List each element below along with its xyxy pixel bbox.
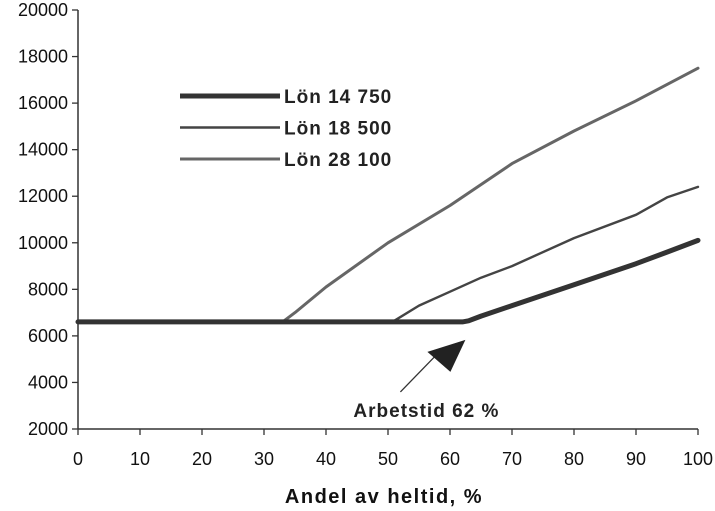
- x-tick-label: 50: [378, 449, 398, 469]
- x-tick-label: 30: [254, 449, 274, 469]
- y-ticks: 2000 4000 6000 8000 10000 12000 14000 16000 1800…: [18, 0, 78, 439]
- x-tick-label: 90: [626, 449, 646, 469]
- x-tick-label: 10: [130, 449, 150, 469]
- x-tick-label: 0: [73, 449, 83, 469]
- legend: Lön 14 750 Lön 18 500 Lön 28 100: [180, 87, 392, 171]
- x-tick-label: 80: [564, 449, 584, 469]
- series-group: [75, 66, 701, 325]
- x-tick-label: 100: [683, 449, 713, 469]
- series-line-2: [76, 185, 700, 324]
- axes: [77, 10, 698, 430]
- x-ticks: 0 10 20 30 40 50 60 70 80 90 100: [73, 429, 713, 469]
- y-tick-label: 14000: [18, 140, 68, 160]
- x-tick-label: 60: [440, 449, 460, 469]
- x-axis-title: Andel av heltid, %: [285, 486, 483, 508]
- legend-label: Lön 28 100: [284, 150, 392, 171]
- x-tick-label: 70: [502, 449, 522, 469]
- y-tick-label: 4000: [28, 372, 68, 392]
- y-tick-label: 12000: [18, 186, 68, 206]
- y-tick-label: 6000: [28, 326, 68, 346]
- x-tick-label: 40: [316, 449, 336, 469]
- legend-label: Lön 18 500: [284, 119, 392, 140]
- y-tick-label: 2000: [28, 419, 68, 439]
- y-tick-label: 16000: [18, 93, 68, 113]
- y-tick-label: 18000: [18, 47, 68, 67]
- x-tick-label: 20: [192, 449, 212, 469]
- annotation-arrow-line: [399, 356, 435, 393]
- legend-label: Lön 14 750: [284, 87, 392, 108]
- annotation-arrow-head: [427, 339, 466, 372]
- annotation: Arbetstid 62 %: [353, 339, 499, 422]
- series-line-1: [75, 237, 701, 325]
- y-tick-label: 8000: [28, 279, 68, 299]
- annotation-label: Arbetstid 62 %: [353, 401, 499, 422]
- y-tick-label: 10000: [18, 233, 68, 253]
- y-tick-label: 20000: [18, 0, 68, 20]
